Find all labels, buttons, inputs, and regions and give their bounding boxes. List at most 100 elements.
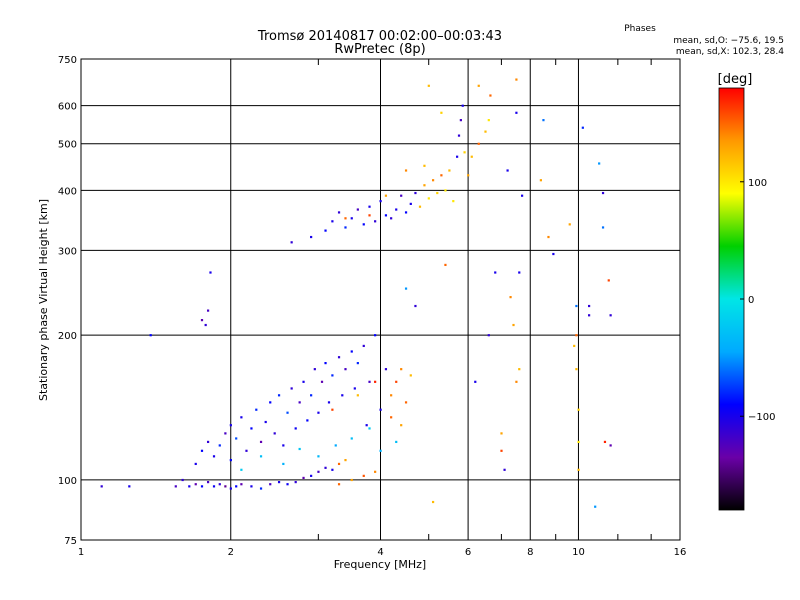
data-point [310,474,313,477]
data-point [259,455,263,458]
data-point [515,380,518,383]
data-point [575,334,578,337]
data-point [250,485,253,488]
y-tick-label: 600 [58,102,77,113]
data-point [174,485,177,488]
data-point [384,194,388,197]
data-point [414,191,417,195]
data-point [337,211,341,214]
phase-info-o-mode: mean, sd,O: −75.6, 19.5 [673,36,784,46]
data-point [350,478,353,482]
data-point [506,169,509,172]
data-point [577,408,580,411]
data-point [317,455,320,458]
data-point [581,126,584,129]
colorbar-tick-label: 0 [748,295,754,306]
data-point [384,214,388,217]
y-tick-label: 750 [58,55,77,66]
data-point [404,211,408,214]
data-points [100,78,612,508]
data-point [457,134,461,137]
data-point [290,387,293,390]
colorbar-tick-label: −100 [748,412,775,423]
data-point [209,271,212,274]
colorbar-tick-label: 100 [748,178,767,189]
data-point [224,485,227,488]
data-point [374,220,377,223]
data-point [365,424,368,427]
data-point [512,323,515,327]
data-point [327,401,331,404]
data-point [324,362,327,365]
data-point [204,323,207,327]
data-point [500,449,503,452]
data-point [601,191,605,195]
data-point [334,444,337,447]
data-point [390,416,393,419]
chart-subtitle: RwPretec (8p) [334,42,425,57]
data-point [431,179,435,182]
data-point [609,314,612,317]
data-point [414,304,417,308]
data-point [128,485,131,488]
data-point [368,427,371,430]
data-point [331,408,334,411]
data-point [100,485,103,488]
data-point [409,202,412,205]
data-point [427,197,430,200]
data-point [409,374,412,377]
x-tick-label: 2 [228,547,234,558]
data-point [298,401,301,404]
data-point [444,189,447,192]
data-point [324,466,327,469]
data-point [200,319,204,322]
data-point [250,427,253,430]
data-point [181,478,184,482]
data-point [467,174,470,177]
data-point [474,380,477,383]
data-point [344,226,347,229]
data-point [423,184,426,187]
data-point [594,505,597,508]
data-point [286,411,289,414]
data-point [431,500,435,504]
data-point [356,394,359,397]
data-point [515,78,518,81]
data-point [518,368,521,371]
data-point [350,350,353,353]
data-point [286,483,289,486]
data-point [302,380,305,383]
data-point [374,334,377,337]
data-point [294,427,297,430]
data-point [229,424,232,427]
data-point [509,296,512,299]
plot-frame [80,58,681,541]
y-axis-ticks: 75 100 200 300 400 500 600 750 [58,55,77,547]
data-point [218,483,221,486]
data-point [290,241,293,244]
data-point [379,200,382,203]
data-point [503,468,506,471]
data-point [344,458,347,462]
data-point [255,408,258,411]
data-point [344,217,347,220]
data-point [379,408,382,411]
data-point [273,432,276,435]
data-point [573,344,576,348]
data-point [240,416,243,419]
data-point [552,252,555,256]
data-point [404,287,408,290]
data-point [200,449,204,452]
data-point [310,394,313,397]
data-point [317,470,320,473]
data-point [539,179,542,182]
data-point [515,111,518,114]
data-point [337,483,341,486]
x-axis-label: Frequency [MHz] [334,558,426,571]
data-point [440,111,443,114]
data-point [368,380,371,383]
data-point [518,271,521,274]
data-point [310,235,313,239]
data-point [520,194,524,197]
